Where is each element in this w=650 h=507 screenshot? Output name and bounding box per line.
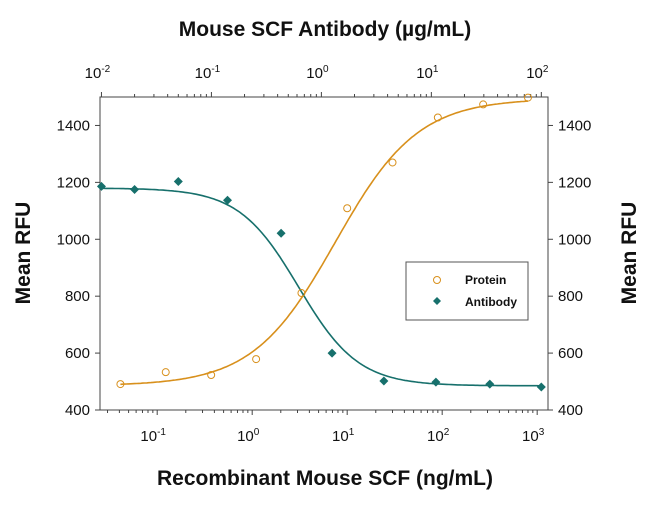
bottom-tick-label: 10-1 — [140, 427, 166, 445]
legend-antibody-label: Antibody — [465, 295, 517, 309]
antibody-data-point — [327, 348, 337, 358]
right-y-axis-title: Mean RFU — [618, 202, 641, 305]
antibody-data-point — [379, 376, 389, 386]
antibody-data-point — [222, 195, 232, 205]
bottom-axis-title: Recombinant Mouse SCF (ng/mL) — [157, 467, 493, 490]
protein-data-point — [433, 113, 442, 122]
legend-box — [405, 261, 529, 321]
legend-protein-label: Protein — [465, 273, 506, 287]
protein-data-point — [161, 368, 170, 377]
right-y-tick-label: 1400 — [558, 117, 591, 134]
protein-data-point — [207, 371, 216, 380]
right-y-tick-label: 600 — [558, 345, 583, 362]
left-y-tick-label: 800 — [65, 288, 90, 305]
antibody-data-point — [96, 181, 106, 191]
top-tick-label: 101 — [416, 64, 439, 82]
antibody-fit-curve — [101, 187, 542, 387]
top-axis-title: Mouse SCF Antibody (µg/mL) — [179, 18, 471, 41]
left-y-axis-title: Mean RFU — [12, 202, 35, 305]
left-y-tick-label: 1400 — [57, 117, 90, 134]
top-tick-label: 102 — [526, 64, 549, 82]
antibody-data-point — [431, 377, 441, 387]
protein-data-point — [116, 380, 125, 389]
bottom-tick-label: 101 — [332, 427, 355, 445]
top-tick-label: 100 — [306, 64, 329, 82]
right-y-tick-label: 800 — [558, 288, 583, 305]
protein-fit-curve — [120, 100, 529, 386]
antibody-data-point — [536, 382, 546, 392]
antibody-data-point — [485, 379, 495, 389]
protein-data-point — [479, 100, 488, 109]
bottom-tick-label: 103 — [522, 427, 545, 445]
left-y-tick-label: 1000 — [57, 231, 90, 248]
left-y-tick-label: 400 — [65, 402, 90, 419]
legend-protein-marker — [433, 276, 441, 284]
left-y-tick-label: 600 — [65, 345, 90, 362]
left-y-tick-label: 1200 — [57, 174, 90, 191]
protein-data-point — [343, 204, 352, 213]
top-tick-label: 10-1 — [195, 64, 221, 82]
right-y-tick-label: 1000 — [558, 231, 591, 248]
legend: Protein Antibody — [405, 261, 529, 321]
top-tick-label: 10-2 — [85, 64, 111, 82]
plot-frame — [99, 96, 549, 411]
antibody-data-point — [276, 228, 286, 238]
protein-data-point — [523, 93, 532, 102]
antibody-data-point — [130, 184, 140, 194]
legend-antibody-marker — [433, 297, 441, 305]
right-y-tick-label: 1200 — [558, 174, 591, 191]
bottom-tick-label: 102 — [427, 427, 450, 445]
bottom-tick-label: 100 — [237, 427, 260, 445]
protein-data-point — [252, 355, 261, 364]
protein-data-point — [388, 158, 397, 167]
protein-data-point — [297, 289, 306, 298]
right-y-tick-label: 400 — [558, 402, 583, 419]
antibody-data-point — [173, 177, 183, 187]
